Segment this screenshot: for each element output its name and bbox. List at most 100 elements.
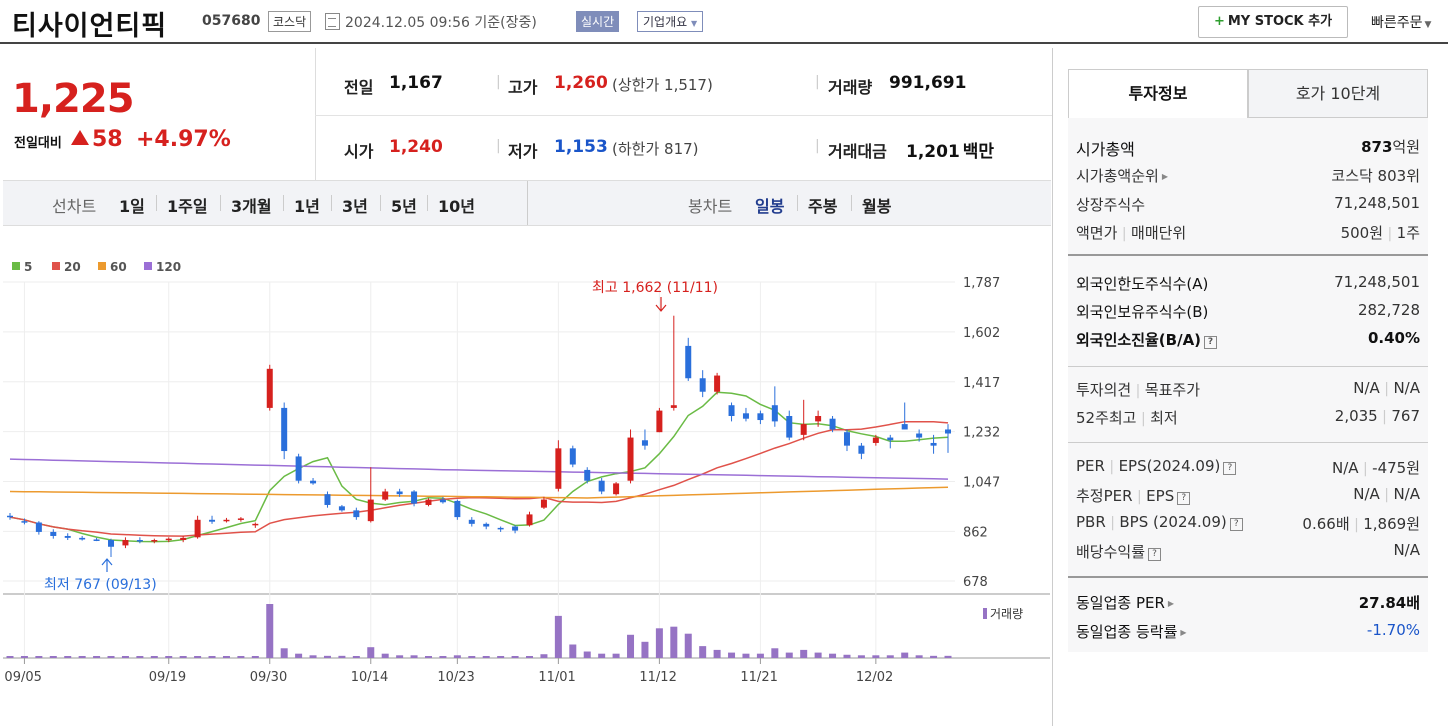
volume-bar (670, 626, 678, 658)
document-icon[interactable] (325, 13, 340, 30)
divider (315, 48, 316, 180)
candle-body (338, 506, 345, 511)
y-tick-label: 1,787 (963, 276, 1000, 291)
volume-bar (410, 655, 418, 658)
foreign-ratio-value: 0.40% (1367, 329, 1420, 347)
tab-order-book[interactable]: 호가 10단계 (1248, 69, 1428, 118)
tab-10y[interactable]: 10년 (438, 197, 475, 216)
x-tick-label: 11/01 (538, 670, 575, 685)
prev-close-value: 1,167 (389, 73, 443, 93)
help-icon[interactable]: ? (1177, 492, 1191, 505)
volume-bar (237, 656, 245, 658)
trade-amount-number: 1,201 (906, 142, 960, 162)
help-icon[interactable]: ? (1148, 548, 1162, 561)
tab-3m[interactable]: 3개월 (231, 197, 272, 216)
tab-3y[interactable]: 3년 (342, 197, 368, 216)
foreign-limit-value: 71,248,501 (1334, 273, 1420, 291)
tab-1y[interactable]: 1년 (294, 197, 320, 216)
stock-header: 티사이언티픽 057680 코스닥 2024.12.05 09:56 기준(장중… (0, 0, 1448, 44)
candle-body (742, 413, 749, 419)
chevron-right-icon: ▶ (1180, 628, 1187, 637)
candle-body (815, 415, 822, 422)
candle-body (122, 540, 129, 546)
tab-monthly[interactable]: 월봉 (862, 197, 892, 216)
candle-body (757, 413, 764, 421)
volume-bar (612, 653, 620, 658)
legend-swatch (12, 262, 20, 270)
volume-label: 거래량 (990, 607, 1023, 621)
add-my-stock-button[interactable]: + MY STOCK 추가 (1198, 6, 1348, 38)
y-tick-label: 1,232 (963, 426, 1000, 441)
help-icon[interactable]: ? (1204, 336, 1218, 349)
tab-daily[interactable]: 일봉 (755, 197, 785, 216)
target-value: N/A (1393, 379, 1420, 397)
legend-label: 5 (24, 260, 32, 274)
separator: | (1117, 226, 1132, 242)
open-label: 시가 (344, 142, 374, 161)
quick-order-label: 빠른주문 (1371, 15, 1423, 31)
candle-body (540, 499, 547, 508)
trade-amount-unit: 백만 (962, 142, 995, 162)
help-icon[interactable]: ? (1223, 462, 1237, 475)
opinion-row: 투자의견 | 목표주가 N/A | N/A (1076, 379, 1420, 401)
volume-bar (121, 656, 129, 658)
separator: | (1377, 409, 1392, 425)
tab-invest-info[interactable]: 투자정보 (1068, 69, 1248, 118)
sector-per-label-wrap[interactable]: 동일업종 PER ▶ (1076, 592, 1174, 613)
opinion-labels: 투자의견 | 목표주가 (1076, 379, 1200, 400)
candle-body (223, 519, 230, 522)
invest-info-panel (1052, 48, 1448, 726)
low-value: 1,153 (554, 137, 608, 157)
separator: | (1105, 515, 1120, 531)
candle-body (598, 480, 605, 492)
volume-bar (208, 656, 216, 658)
sector-change-label-wrap[interactable]: 동일업종 등락률 ▶ (1076, 621, 1187, 642)
candle-body (613, 483, 620, 495)
candle-body (295, 456, 302, 481)
volume-bar (814, 652, 822, 658)
legend-label: 60 (110, 260, 127, 274)
eps-label: EPS(2024.09) (1118, 457, 1221, 475)
legend-label: 120 (156, 260, 181, 274)
candle-body (151, 540, 158, 542)
volume-bar (915, 655, 923, 658)
help-icon[interactable]: ? (1229, 518, 1243, 531)
foreign-ratio-row: 외국인소진율(B/A)? 0.40% (1076, 329, 1420, 351)
separator (380, 195, 381, 211)
open-value: 1,240 (389, 137, 443, 157)
low52-value: 767 (1391, 407, 1420, 425)
rank-label[interactable]: 시가총액순위 ▶ (1076, 165, 1168, 186)
week52-row: 52주최고 | 최저 2,035 | 767 (1076, 407, 1420, 429)
tab-weekly[interactable]: 주봉 (808, 197, 838, 216)
week52-values: 2,035 | 767 (1335, 407, 1420, 425)
section-divider (1068, 366, 1428, 367)
volume-bar (396, 655, 404, 658)
volume-bar (107, 656, 115, 658)
volume-bar (482, 656, 490, 658)
candle-body (786, 415, 793, 438)
candle-body (887, 437, 894, 441)
volume-bar (554, 615, 562, 658)
volume-bar (150, 656, 158, 658)
candle-body (252, 523, 259, 526)
quick-order-button[interactable]: 빠른주문 ▼ (1371, 12, 1431, 32)
tab-5y[interactable]: 5년 (391, 197, 417, 216)
volume-bar (439, 656, 447, 658)
high52-value: 2,035 (1334, 407, 1378, 425)
price-chart[interactable]: 5 20 60 120 1,787 1,602 1,417 1,232 1,047 862 678 0… (0, 226, 1052, 726)
invest-info-box (1068, 118, 1428, 652)
volume-bar (78, 656, 86, 658)
company-overview-button[interactable]: 기업개요 ▼ (637, 11, 704, 32)
market-cap-label: 시가총액 (1076, 140, 1135, 159)
trade-unit-value: 1주 (1396, 224, 1420, 242)
y-tick-label: 862 (963, 525, 988, 540)
x-tick-label: 09/05 (4, 670, 41, 685)
x-tick-label: 09/30 (250, 670, 287, 685)
candle-body (627, 437, 634, 481)
realtime-button[interactable]: 실시간 (576, 11, 620, 32)
tab-1w[interactable]: 1주일 (167, 197, 208, 216)
candle-body (266, 368, 273, 408)
volume-bar (49, 656, 57, 658)
candle-body (64, 535, 71, 538)
tab-1d[interactable]: 1일 (119, 197, 145, 216)
